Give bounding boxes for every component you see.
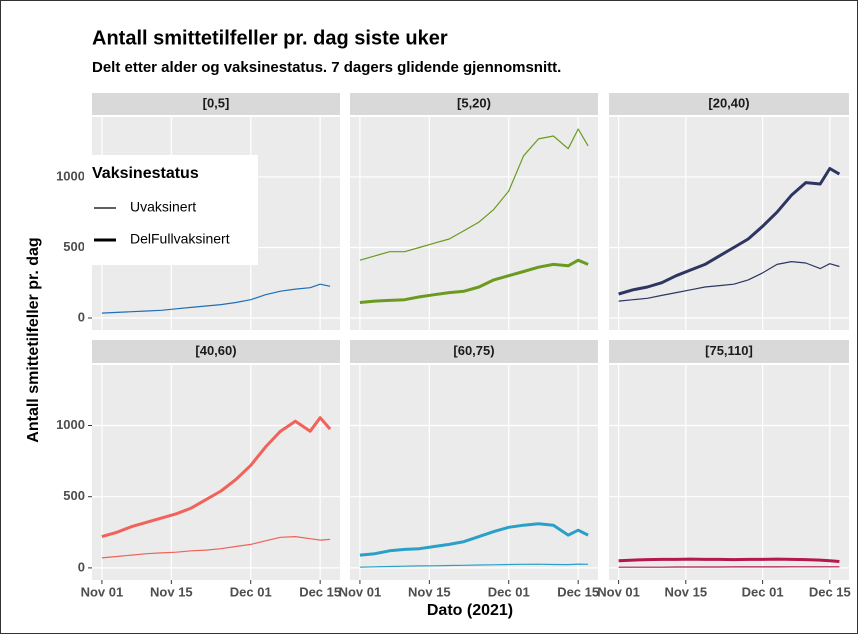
legend-label: DelFullvaksinert [130, 231, 230, 247]
x-tick-label: Dec 15 [809, 584, 851, 599]
series-line [618, 167, 841, 296]
panel-title: [60,75) [453, 343, 494, 358]
x-tick-label: Dec 15 [557, 584, 599, 599]
panels: [0,5] 0 500 1000 [5,20) [20,40) [40,60) 0 500 100… [56, 93, 851, 599]
series-line [359, 258, 589, 304]
y-tick-label: 0 [78, 559, 85, 574]
y-tick-label: 500 [63, 239, 85, 254]
series-line [101, 283, 331, 314]
chart-title: Antall smittetilfeller pr. dag siste uke… [92, 27, 448, 49]
series-line [359, 563, 589, 568]
panel: [20,40) [609, 93, 849, 330]
panel: [60,75) Nov 01 Nov 15 Dec 01 Dec 15 [339, 340, 599, 599]
y-axis-label: Antall smittetilfeller pr. dag [25, 237, 42, 442]
strip [350, 340, 598, 363]
panel: [75,110] Nov 01 Nov 15 Dec 01 Dec 15 [597, 340, 851, 599]
plot-background [609, 117, 849, 330]
x-tick-label: Dec 15 [299, 584, 341, 599]
x-tick-label: Nov 01 [597, 584, 640, 599]
panel: [5,20) [350, 93, 598, 330]
x-axis-label: Dato (2021) [427, 602, 513, 619]
panel-title: [75,110] [705, 343, 753, 358]
plot-background [92, 365, 340, 580]
y-tick-label: 0 [78, 309, 85, 324]
panel-title: [0,5] [203, 95, 230, 110]
y-tick-label: 1000 [56, 417, 85, 432]
series-line [101, 416, 332, 539]
x-tick-label: Nov 01 [81, 584, 124, 599]
series-line [359, 522, 589, 557]
x-tick-label: Nov 15 [150, 584, 193, 599]
strip [609, 340, 849, 363]
plot-background [350, 117, 598, 330]
legend: Vaksinestatus Uvaksinert DelFullvaksinert [84, 155, 258, 265]
series-line [359, 128, 589, 261]
chart-subtitle: Delt etter alder og vaksinestatus. 7 dag… [92, 59, 561, 76]
plot-background [609, 365, 849, 580]
panel-title: [5,20) [457, 95, 491, 110]
series-line [618, 261, 840, 302]
legend-box [84, 155, 258, 265]
y-tick-label: 1000 [56, 168, 85, 183]
x-tick-label: Dec 01 [488, 584, 530, 599]
strip [92, 340, 340, 363]
strip [92, 93, 340, 115]
x-tick-label: Dec 01 [230, 584, 272, 599]
panel: [40,60) 0 500 1000 Nov 01 Nov 15 Dec 01 Dec 15 [56, 340, 341, 599]
series-line [101, 536, 331, 559]
legend-label: Uvaksinert [130, 199, 196, 215]
legend-title: Vaksinestatus [92, 165, 199, 182]
series-line [618, 557, 840, 563]
panel-title: [20,40) [708, 95, 749, 110]
x-tick-label: Nov 01 [339, 584, 382, 599]
strip [350, 93, 598, 115]
x-tick-label: Dec 01 [742, 584, 784, 599]
strip [609, 93, 849, 115]
x-tick-label: Nov 15 [664, 584, 707, 599]
plot-background [350, 365, 598, 580]
panel-title: [40,60) [195, 343, 236, 358]
y-tick-label: 500 [63, 488, 85, 503]
x-tick-label: Nov 15 [408, 584, 451, 599]
